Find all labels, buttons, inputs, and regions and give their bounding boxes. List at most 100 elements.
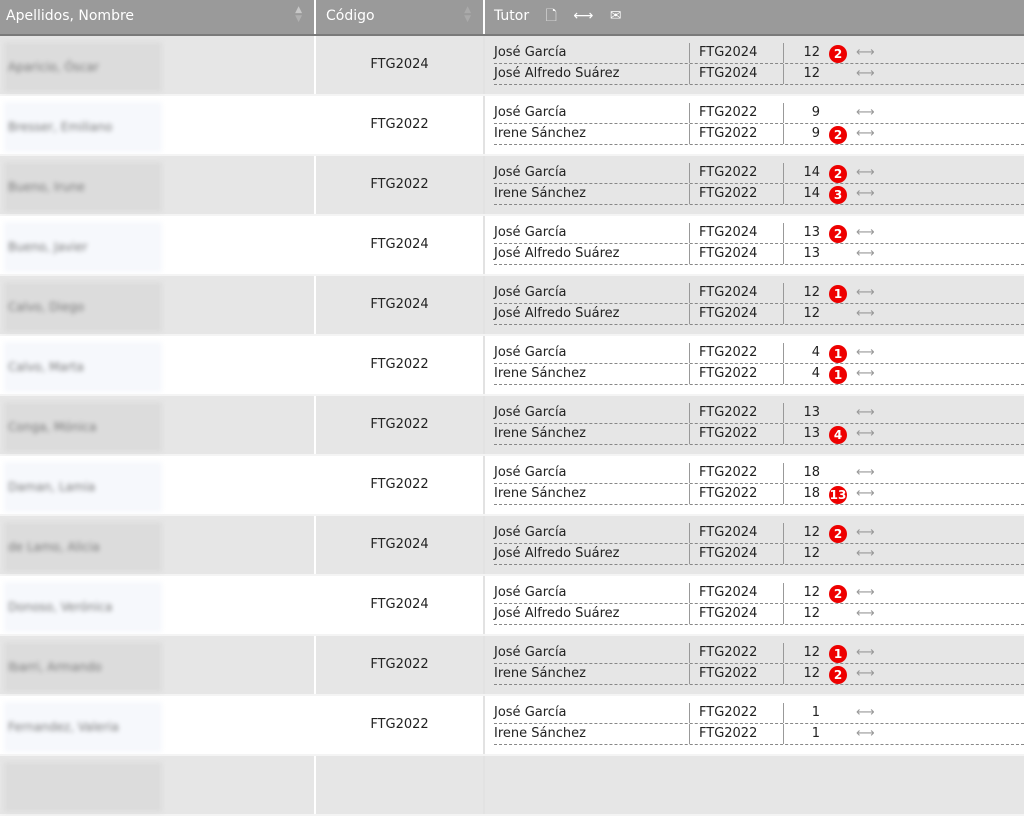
tutor-count: 12 [803,66,820,81]
swap-arrows-icon[interactable]: ⟷ [856,705,875,720]
swap-arrows-icon[interactable]: ⟷ [856,105,875,120]
student-cell: Calvo, Marta [0,336,316,394]
notification-badge[interactable]: 1 [829,645,847,663]
notification-badge[interactable]: 1 [829,285,847,303]
table-row[interactable]: Donoso, Verónica FTG2024 José García FTG… [0,576,1024,636]
student-name[interactable]: Conga, Mónica [4,402,162,452]
swap-arrows-icon[interactable]: ⟷ [856,645,875,660]
table-row[interactable]: Aparicio, Óscar FTG2024 José García FTG2… [0,36,1024,96]
swap-arrows-icon[interactable]: ⟷ [856,126,875,141]
swap-arrows-icon[interactable]: ⟷ [856,186,875,201]
tutor-code: FTG2024 [699,244,784,264]
student-name[interactable]: de Lamo, Alicia [4,522,162,572]
column-header-name-label: Apellidos, Nombre [6,8,135,24]
swap-arrows-icon[interactable]: ⟷ [856,345,875,360]
student-cell: Daman, Lamia [0,456,316,514]
swap-arrows-icon[interactable]: ⟷ [856,306,875,321]
student-name[interactable]: Calvo, Diego [4,282,162,332]
table-row[interactable]: Bueno, Javier FTG2024 José García FTG202… [0,216,1024,276]
tutor-name: José Alfredo Suárez [494,304,690,324]
notification-badge[interactable]: 4 [829,426,847,444]
notification-badge[interactable]: 2 [829,45,847,63]
swap-arrows-icon[interactable]: ⟷ [856,225,875,240]
tutor-cell: José García FTG2024 12 1 ⟷ José Alfredo … [485,283,1024,325]
code-cell: FTG2024 [316,36,485,94]
swap-arrows-icon[interactable]: ⟷ [573,8,594,24]
tutor-line: José García FTG2022 9 ⟷ [494,103,1024,124]
student-name[interactable]: Bueno, Irune [4,162,162,212]
tutor-name: José García [494,43,690,63]
table-row[interactable]: Calvo, Diego FTG2024 José García FTG2024… [0,276,1024,336]
swap-arrows-icon[interactable]: ⟷ [856,405,875,420]
student-name[interactable]: Ibarri, Armando [4,642,162,692]
code-cell: FTG2024 [316,576,485,634]
student-name[interactable]: Calvo, Marta [4,342,162,392]
table-row[interactable]: Bueno, Irune FTG2022 José García FTG2022… [0,156,1024,216]
tutor-line: José García FTG2022 12 1 ⟷ [494,643,1024,664]
tutor-line: Irene Sánchez FTG2022 4 1 ⟷ [494,364,1024,385]
notification-badge[interactable]: 1 [829,366,847,384]
student-name[interactable]: Fernandez, Valeria [4,702,162,752]
swap-arrows-icon[interactable]: ⟷ [856,525,875,540]
swap-arrows-icon[interactable]: ⟷ [856,666,875,681]
tutor-cell: José García FTG2024 13 2 ⟷ José Alfredo … [485,223,1024,265]
swap-arrows-icon[interactable]: ⟷ [856,426,875,441]
student-name[interactable] [4,762,162,812]
notification-badge[interactable]: 2 [829,525,847,543]
swap-arrows-icon[interactable]: ⟷ [856,165,875,180]
tutor-line: José García FTG2024 12 2 ⟷ [494,583,1024,604]
tutor-name: José Alfredo Suárez [494,244,690,264]
tutor-name: José Alfredo Suárez [494,604,690,624]
tutor-code: FTG2024 [699,283,784,303]
notification-badge[interactable]: 3 [829,186,847,204]
student-cell: Bueno, Javier [0,216,316,274]
tutor-name: José Alfredo Suárez [494,64,690,84]
sort-icon[interactable]: ▲ ▼ [464,5,471,24]
tutor-line: José Alfredo Suárez FTG2024 12 ⟷ [494,544,1024,565]
notification-badge[interactable]: 13 [829,486,847,504]
notification-badge[interactable]: 2 [829,126,847,144]
column-header-code[interactable]: Código ▲ ▼ [316,0,485,34]
tutor-line: José García FTG2024 12 2 ⟷ [494,523,1024,544]
swap-arrows-icon[interactable]: ⟷ [856,486,875,501]
student-name[interactable]: Aparicio, Óscar [4,42,162,92]
sort-icon[interactable]: ▲ ▼ [295,5,302,24]
student-name[interactable]: Daman, Lamia [4,462,162,512]
document-icon[interactable]: 🗋 [545,8,557,24]
table-row[interactable]: Ibarri, Armando FTG2022 José García FTG2… [0,636,1024,696]
table-row[interactable]: Calvo, Marta FTG2022 José García FTG2022… [0,336,1024,396]
student-name[interactable]: Donoso, Verónica [4,582,162,632]
student-cell: Ibarri, Armando [0,636,316,694]
table-row[interactable] [0,756,1024,816]
student-name[interactable]: Bresser, Emiliano [4,102,162,152]
envelope-icon[interactable]: ✉ [609,8,622,24]
notification-badge[interactable]: 2 [829,165,847,183]
code-cell: FTG2022 [316,96,485,154]
table-row[interactable]: Conga, Mónica FTG2022 José García FTG202… [0,396,1024,456]
swap-arrows-icon[interactable]: ⟷ [856,66,875,81]
notification-badge[interactable]: 2 [829,225,847,243]
swap-arrows-icon[interactable]: ⟷ [856,366,875,381]
swap-arrows-icon[interactable]: ⟷ [856,606,875,621]
swap-arrows-icon[interactable]: ⟷ [856,465,875,480]
swap-arrows-icon[interactable]: ⟷ [856,726,875,741]
tutor-name: Irene Sánchez [494,664,690,684]
notification-badge[interactable]: 2 [829,585,847,603]
notification-badge[interactable]: 1 [829,345,847,363]
swap-arrows-icon[interactable]: ⟷ [856,285,875,300]
swap-arrows-icon[interactable]: ⟷ [856,585,875,600]
table-row[interactable]: de Lamo, Alicia FTG2024 José García FTG2… [0,516,1024,576]
tutor-name: José García [494,463,690,483]
table-row[interactable]: Bresser, Emiliano FTG2022 José García FT… [0,96,1024,156]
tutor-name: Irene Sánchez [494,424,690,444]
swap-arrows-icon[interactable]: ⟷ [856,246,875,261]
column-header-name[interactable]: Apellidos, Nombre ▲ ▼ [0,0,316,34]
student-name[interactable]: Bueno, Javier [4,222,162,272]
tutor-code: FTG2022 [699,124,784,144]
notification-badge[interactable]: 2 [829,666,847,684]
swap-arrows-icon[interactable]: ⟷ [856,45,875,60]
tutor-cell: José García FTG2024 12 2 ⟷ José Alfredo … [485,583,1024,625]
table-row[interactable]: Daman, Lamia FTG2022 José García FTG2022… [0,456,1024,516]
table-row[interactable]: Fernandez, Valeria FTG2022 José García F… [0,696,1024,756]
swap-arrows-icon[interactable]: ⟷ [856,546,875,561]
